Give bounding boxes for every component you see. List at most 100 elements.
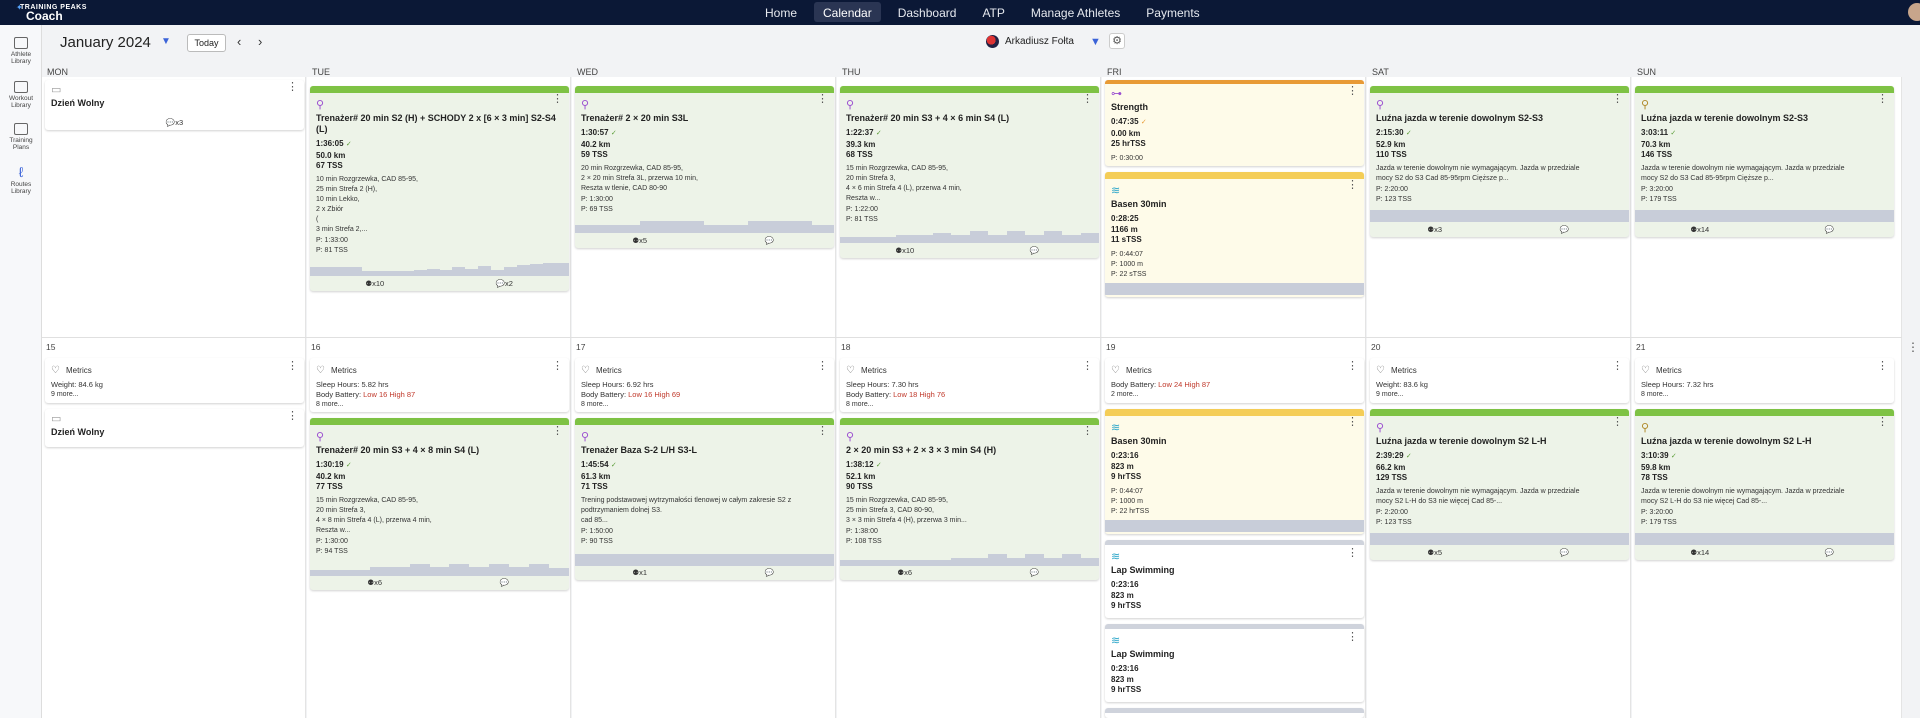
nav-manage-athletes[interactable]: Manage Athletes (1030, 6, 1121, 20)
more-metrics-link[interactable]: 8 more... (1641, 391, 1669, 398)
logo[interactable]: ✦ TRAINING PEAKS Coach (16, 3, 87, 22)
more-metrics-link[interactable]: 2 more... (1111, 391, 1139, 398)
comments-icon[interactable]: 💬 (764, 568, 774, 577)
chevron-down-icon[interactable]: ▼ (161, 36, 171, 47)
comments-count[interactable]: 💬x3 (165, 118, 184, 127)
equipment-count[interactable]: ⚉x5 (632, 236, 648, 245)
more-icon[interactable]: ⋮ (817, 425, 828, 437)
day-off-card[interactable]: ▭ ⋮ Dzień Wolny 💬x3 (45, 80, 304, 130)
more-icon[interactable]: ⋮ (287, 410, 298, 422)
workout-card[interactable]: ≋ ⋮ Basen 30min 0:28:25 1166 m 11 sTSS P… (1105, 172, 1364, 297)
nav-dashboard[interactable]: Dashboard (897, 6, 957, 20)
nav-payments[interactable]: Payments (1146, 6, 1200, 20)
equipment-count[interactable]: ⚉x5 (1427, 548, 1443, 557)
sidebar-athlete-library[interactable]: Athlete Library (0, 37, 42, 65)
sidebar-routes-library[interactable]: ℓ Routes Library (0, 165, 42, 195)
workout-card[interactable]: ≋ ⋮ Lap Swimming 0:23:16 823 m 9 hrTSS (1105, 624, 1364, 702)
more-metrics-link[interactable]: 9 more... (51, 391, 79, 398)
workout-card[interactable] (1105, 708, 1364, 718)
workout-card[interactable]: ⊶ ⋮ Strength 0:47:35 ✓ 0.00 km 25 hrTSS … (1105, 80, 1364, 166)
comments-icon[interactable]: 💬 (1559, 548, 1569, 557)
more-icon[interactable]: ⋮ (1082, 93, 1093, 105)
workout-card[interactable]: ⚲ ⋮ Trenażer Baza S-2 L/H S3-L 1:45:54 ✓… (575, 418, 834, 580)
more-icon[interactable]: ⋮ (287, 81, 298, 93)
more-metrics-link[interactable]: 8 more... (581, 401, 609, 408)
more-icon[interactable]: ⋮ (1877, 360, 1888, 372)
more-metrics-link[interactable]: 8 more... (846, 401, 874, 408)
workout-card[interactable]: ⚲ ⋮ Luźna jazda w terenie dowolnym S2 L-… (1635, 409, 1894, 560)
nav-atp[interactable]: ATP (982, 6, 1005, 20)
equipment-count[interactable]: ⚉x14 (1690, 225, 1710, 234)
more-icon[interactable]: ⋮ (1347, 631, 1358, 643)
more-icon[interactable]: ⋮ (1347, 360, 1358, 372)
comments-icon[interactable]: 💬 (1824, 548, 1834, 557)
sidebar-workout-library[interactable]: Workout Library (0, 81, 42, 109)
day-off-card[interactable]: ▭ ⋮ Dzień Wolny (45, 409, 304, 447)
comments-count[interactable]: 💬x2 (495, 279, 513, 288)
month-title[interactable]: January 2024 (60, 34, 151, 51)
gear-icon[interactable]: ⚙ (1109, 33, 1125, 49)
workout-card[interactable]: ⚲ ⋮ 2 × 20 min S3 + 2 × 3 × 3 min S4 (H)… (840, 418, 1099, 580)
workout-card[interactable]: ⚲ ⋮ Trenażer# 20 min S3 + 4 × 6 min S4 (… (840, 86, 1099, 258)
user-avatar[interactable] (1908, 3, 1920, 21)
athlete-selector[interactable]: Arkadiusz Fołta (986, 35, 1074, 48)
workout-card[interactable]: ⚲ ⋮ Luźna jazda w terenie dowolnym S2-S3… (1635, 86, 1894, 237)
more-icon[interactable]: ⋮ (552, 425, 563, 437)
equipment-count[interactable]: ⚉x14 (1690, 548, 1710, 557)
sidebar-training-plans[interactable]: Training Plans (0, 123, 42, 151)
more-icon[interactable]: ⋮ (817, 93, 828, 105)
comments-icon[interactable]: 💬 (1559, 225, 1569, 234)
metrics-card[interactable]: ♡ Metrics ⋮ Body Battery: Low 24 High 87 … (1105, 358, 1364, 403)
more-icon[interactable]: ⋮ (1877, 416, 1888, 428)
comments-icon[interactable]: 💬 (1824, 225, 1834, 234)
duration: 1:22:37 (846, 128, 874, 137)
workout-card[interactable]: ⚲ ⋮ Trenażer# 20 min S2 (H) + SCHODY 2 x… (310, 86, 569, 291)
comments-icon[interactable]: 💬 (499, 578, 509, 587)
today-button[interactable]: Today (187, 34, 226, 52)
workout-card[interactable]: ≋ ⋮ Lap Swimming 0:23:16 823 m 9 hrTSS (1105, 540, 1364, 618)
equipment-count[interactable]: ⚉x10 (365, 279, 385, 288)
more-icon[interactable]: ⋮ (1347, 179, 1358, 191)
nav-calendar[interactable]: Calendar (814, 2, 881, 22)
metrics-card[interactable]: ♡ Metrics ⋮ Weight: 83.6 kg 9 more... (1370, 358, 1629, 403)
equipment-count[interactable]: ⚉x10 (895, 246, 915, 255)
more-icon[interactable]: ⋮ (1612, 360, 1623, 372)
more-icon[interactable]: ⋮ (1907, 340, 1919, 354)
duration: 0:23:16 (1111, 664, 1139, 673)
more-icon[interactable]: ⋮ (1347, 547, 1358, 559)
chevron-left-icon[interactable]: ‹ (237, 34, 242, 49)
comments-icon[interactable]: 💬 (764, 236, 774, 245)
more-metrics-link[interactable]: 9 more... (1376, 391, 1404, 398)
metrics-card[interactable]: ♡ Metrics ⋮ Sleep Hours: 7.32 hrs 8 more.… (1635, 358, 1894, 403)
workout-card[interactable]: ⚲ ⋮ Trenażer# 20 min S3 + 4 × 8 min S4 (… (310, 418, 569, 590)
workout-card[interactable]: ⚲ ⋮ Luźna jazda w terenie dowolnym S2 L-… (1370, 409, 1629, 560)
more-icon[interactable]: ⋮ (1612, 93, 1623, 105)
workout-card[interactable]: ⚲ ⋮ Trenażer# 2 × 20 min S3L 1:30:57 ✓ 4… (575, 86, 834, 248)
chevron-right-icon[interactable]: › (258, 34, 263, 49)
more-icon[interactable]: ⋮ (1347, 416, 1358, 428)
equipment-count[interactable]: ⚉x3 (1427, 225, 1443, 234)
more-icon[interactable]: ⋮ (1347, 85, 1358, 97)
equipment-count[interactable]: ⚉x6 (367, 578, 383, 587)
more-icon[interactable]: ⋮ (552, 93, 563, 105)
more-icon[interactable]: ⋮ (1877, 93, 1888, 105)
more-icon[interactable]: ⋮ (287, 360, 298, 372)
chevron-down-icon[interactable]: ▼ (1090, 36, 1101, 48)
metrics-card[interactable]: ♡ Metrics ⋮ Sleep Hours: 5.82 hrs Body Ba… (310, 358, 569, 412)
comments-icon[interactable]: 💬 (1029, 246, 1039, 255)
workout-card[interactable]: ≋ ⋮ Basen 30min 0:23:16 823 m 9 hrTSS P:… (1105, 409, 1364, 534)
equipment-count[interactable]: ⚉x1 (632, 568, 648, 577)
nav-home[interactable]: Home (765, 6, 798, 20)
more-icon[interactable]: ⋮ (817, 360, 828, 372)
more-icon[interactable]: ⋮ (1612, 416, 1623, 428)
more-icon[interactable]: ⋮ (1082, 360, 1093, 372)
equipment-count[interactable]: ⚉x6 (897, 568, 913, 577)
comments-icon[interactable]: 💬 (1029, 568, 1039, 577)
more-icon[interactable]: ⋮ (1082, 425, 1093, 437)
more-metrics-link[interactable]: 8 more... (316, 401, 344, 408)
more-icon[interactable]: ⋮ (552, 360, 563, 372)
metrics-card[interactable]: ♡ Metrics ⋮ Sleep Hours: 7.30 hrs Body Ba… (840, 358, 1099, 412)
workout-card[interactable]: ⚲ ⋮ Luźna jazda w terenie dowolnym S2-S3… (1370, 86, 1629, 237)
metrics-card[interactable]: ♡ Metrics ⋮ Weight: 84.6 kg 9 more... (45, 358, 304, 403)
metrics-card[interactable]: ♡ Metrics ⋮ Sleep Hours: 6.92 hrs Body Ba… (575, 358, 834, 412)
